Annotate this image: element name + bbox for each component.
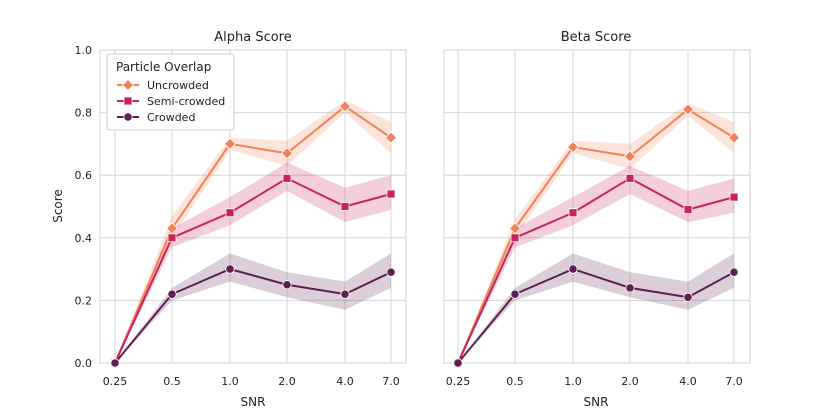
point-crowded-alpha-score xyxy=(110,358,120,368)
series-line-semi-crowded-alpha-score xyxy=(114,177,392,364)
legend-marker-uncrowded xyxy=(121,78,135,92)
point-semi-crowded-alpha-score xyxy=(282,173,292,183)
point-uncrowded-alpha-score xyxy=(223,137,237,150)
point-crowded-alpha-score xyxy=(386,267,396,277)
point-semi-crowded-alpha-score xyxy=(167,233,177,243)
point-crowded-beta-score xyxy=(625,283,635,293)
legend-marker-semi-crowded xyxy=(123,96,133,106)
y-tick-label: 0.0 xyxy=(75,357,93,370)
legend-label-semi-crowded: Semi-crowded xyxy=(147,95,225,108)
series-line-uncrowded-alpha-score xyxy=(114,105,392,364)
band-semi-crowded-beta-score xyxy=(458,165,734,363)
x-axis-label-alpha: SNR xyxy=(241,395,266,409)
legend: Particle Overlap Uncrowded Semi-crowded Cro… xyxy=(106,53,235,131)
plot-frame-beta-score xyxy=(443,49,751,364)
x-axis-label-beta: SNR xyxy=(584,395,609,409)
x-tick-label: 0.5 xyxy=(163,375,181,388)
band-crowded-alpha-score xyxy=(115,253,391,363)
point-uncrowded-beta-score xyxy=(681,103,695,116)
point-crowded-beta-score xyxy=(568,264,578,274)
x-tick-label: 2.0 xyxy=(278,375,296,388)
x-tick-label: 4.0 xyxy=(679,375,697,388)
point-crowded-beta-score xyxy=(683,292,693,302)
point-crowded-beta-score xyxy=(729,267,739,277)
y-tick-label: 1.0 xyxy=(75,44,93,57)
panel-beta: 0.25 0.5 1.0 2.0 4.0 7.0 xyxy=(443,49,751,388)
point-uncrowded-beta-score xyxy=(566,140,580,154)
panel-alpha: 0.0 0.2 0.4 0.6 0.8 1.0 0.25 0.5 1.0 2.0 4.0 7.0 xyxy=(75,44,407,388)
legend-box xyxy=(106,53,235,131)
point-semi-crowded-beta-score xyxy=(568,208,578,218)
y-tick-label: 0.6 xyxy=(75,169,93,182)
x-tick-label: 4.0 xyxy=(336,375,354,388)
point-uncrowded-beta-score xyxy=(623,150,637,163)
point-semi-crowded-alpha-score xyxy=(225,208,235,218)
point-semi-crowded-beta-score xyxy=(625,173,635,183)
plot-frame-alpha-score xyxy=(99,49,407,364)
series-line-uncrowded-beta-score xyxy=(457,108,735,364)
point-uncrowded-alpha-score xyxy=(338,100,352,113)
point-crowded-alpha-score xyxy=(340,289,350,299)
series-line-crowded-beta-score xyxy=(457,268,735,364)
x-tick-label: 1.0 xyxy=(564,375,582,388)
legend-title: Particle Overlap xyxy=(116,60,211,74)
y-tick-label: 0.8 xyxy=(75,107,93,120)
y-tick-label: 0.2 xyxy=(75,294,93,307)
point-uncrowded-beta-score xyxy=(727,131,741,144)
point-semi-crowded-beta-score xyxy=(683,205,693,215)
x-tick-label: 0.5 xyxy=(506,375,524,388)
x-tick-label: 0.25 xyxy=(103,375,128,388)
x-tick-label: 7.0 xyxy=(382,375,400,388)
point-semi-crowded-alpha-score xyxy=(340,202,350,211)
point-crowded-alpha-score xyxy=(167,289,177,299)
series-line-crowded-alpha-score xyxy=(114,268,392,364)
y-axis-label: Score xyxy=(51,189,65,223)
x-tick-label: 1.0 xyxy=(221,375,239,388)
legend-marker-crowded xyxy=(123,112,133,122)
point-semi-crowded-beta-score xyxy=(729,192,739,202)
band-crowded-beta-score xyxy=(458,253,734,363)
x-tick-label: 7.0 xyxy=(725,375,743,388)
series-line-semi-crowded-beta-score xyxy=(457,177,735,364)
x-tick-label: 2.0 xyxy=(621,375,639,388)
point-semi-crowded-beta-score xyxy=(510,233,520,243)
x-tick-label: 0.25 xyxy=(446,375,471,388)
point-crowded-beta-score xyxy=(453,358,463,368)
chart-title-beta: Beta Score xyxy=(561,30,632,45)
band-semi-crowded-alpha-score xyxy=(115,162,391,363)
y-tick-label: 0.4 xyxy=(75,232,93,245)
point-uncrowded-alpha-score xyxy=(384,131,398,144)
point-crowded-alpha-score xyxy=(282,280,292,290)
legend-label-crowded: Crowded xyxy=(147,111,195,124)
chart-title-alpha: Alpha Score xyxy=(214,30,292,45)
point-crowded-beta-score xyxy=(510,289,520,299)
legend-label-uncrowded: Uncrowded xyxy=(147,79,209,92)
point-semi-crowded-alpha-score xyxy=(386,189,396,199)
point-uncrowded-alpha-score xyxy=(280,147,294,160)
point-crowded-alpha-score xyxy=(225,264,235,274)
